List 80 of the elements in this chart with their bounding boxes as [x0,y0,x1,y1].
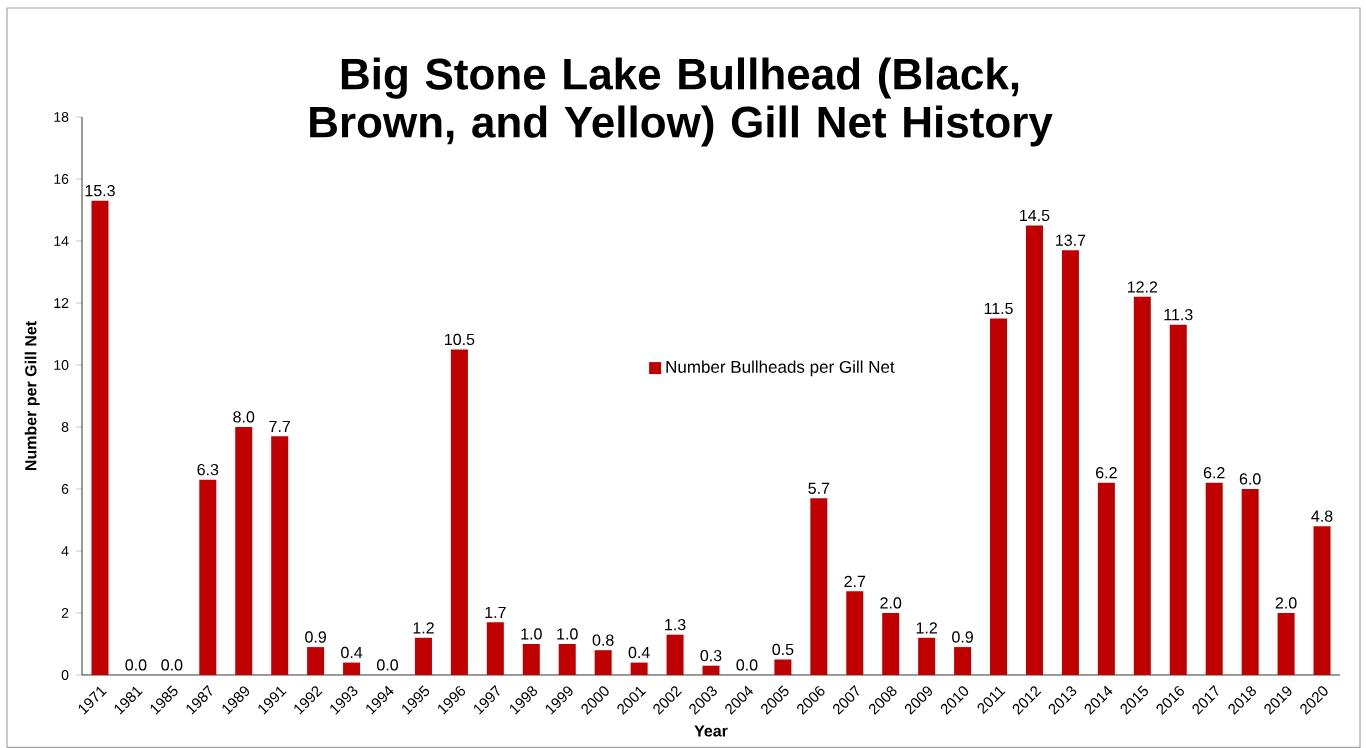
bar [1313,526,1331,675]
data-label: 0.0 [377,659,399,671]
data-label: 0.0 [736,659,758,671]
data-label: 15.3 [85,184,115,197]
data-label: 11.5 [984,302,1013,315]
bar [990,318,1008,675]
data-label: 0.0 [125,659,147,671]
data-label: 0.4 [628,646,650,659]
bar [954,647,972,675]
bar [558,643,576,675]
bar [630,662,648,675]
bar [846,591,864,675]
data-label: 1.2 [916,622,937,634]
bar [1169,324,1187,675]
bar [1277,612,1295,675]
bar [91,200,109,675]
bar [1133,296,1151,675]
y-axis-title: Number per Gill Net [24,321,40,471]
data-label: 1.0 [557,628,578,640]
bar [522,643,540,675]
data-label: 0.5 [772,643,794,656]
legend-label: Number Bullheads per Gill Net [666,360,895,377]
y-tick-label: 12 [54,298,69,308]
data-label: 6.2 [1203,467,1225,479]
bar [810,498,828,675]
data-label: 0.4 [341,646,363,659]
data-label: 10.5 [445,333,475,346]
data-label: 0.3 [700,649,722,662]
bar [271,436,289,675]
bar [235,426,253,675]
data-label: 1.7 [485,606,506,618]
data-label: 1.0 [521,628,542,640]
bar [1097,482,1115,675]
data-label: 0.9 [305,631,326,643]
data-label: 2.0 [880,597,902,609]
data-label: 6.2 [1096,467,1117,479]
data-label: 13.7 [1056,234,1086,246]
data-label: 14.5 [1020,209,1050,222]
data-label: 2.7 [844,575,866,587]
bar [882,612,900,675]
bar [918,637,936,675]
y-tick-label: 10 [54,360,69,370]
y-tick-label: 0 [61,670,69,680]
bar [1241,488,1259,675]
data-label: 2.0 [1275,597,1297,609]
data-label: 1.2 [413,622,434,634]
bar [774,659,792,675]
data-label: 0.0 [161,659,183,671]
data-label: 1.3 [665,618,686,631]
data-label: 4.8 [1311,510,1333,522]
y-tick-label: 16 [54,174,69,184]
data-label: 8.0 [233,411,255,423]
data-label: 0.9 [952,631,973,643]
bar [486,622,504,675]
bar [343,662,361,675]
data-label: 7.7 [269,420,291,432]
bar [414,637,432,675]
y-tick-label: 18 [54,112,69,122]
bar [594,650,612,675]
bar [666,634,684,675]
bar [307,647,325,675]
bar [1061,250,1079,675]
bar [199,479,217,675]
data-label: 12.2 [1127,281,1158,293]
chart-title: Big Stone Lake Bullhead (Black, Brown, and Yellow) Gill Net History [310,57,1053,147]
data-label: 0.8 [592,634,614,646]
y-tick-label: 2 [61,608,69,618]
data-label: 5.7 [808,482,830,494]
bar [1205,482,1223,675]
x-axis-title: Year [694,725,728,737]
data-label: 11.3 [1164,308,1193,321]
y-tick-label: 14 [54,236,69,246]
y-tick-label: 4 [61,546,69,556]
y-tick-label: 8 [61,422,69,432]
data-label: 6.0 [1239,473,1261,485]
bar [702,665,720,675]
y-tick-label: 6 [61,484,69,494]
data-label: 6.3 [197,463,219,476]
bar [450,349,468,675]
bar [1025,225,1043,675]
